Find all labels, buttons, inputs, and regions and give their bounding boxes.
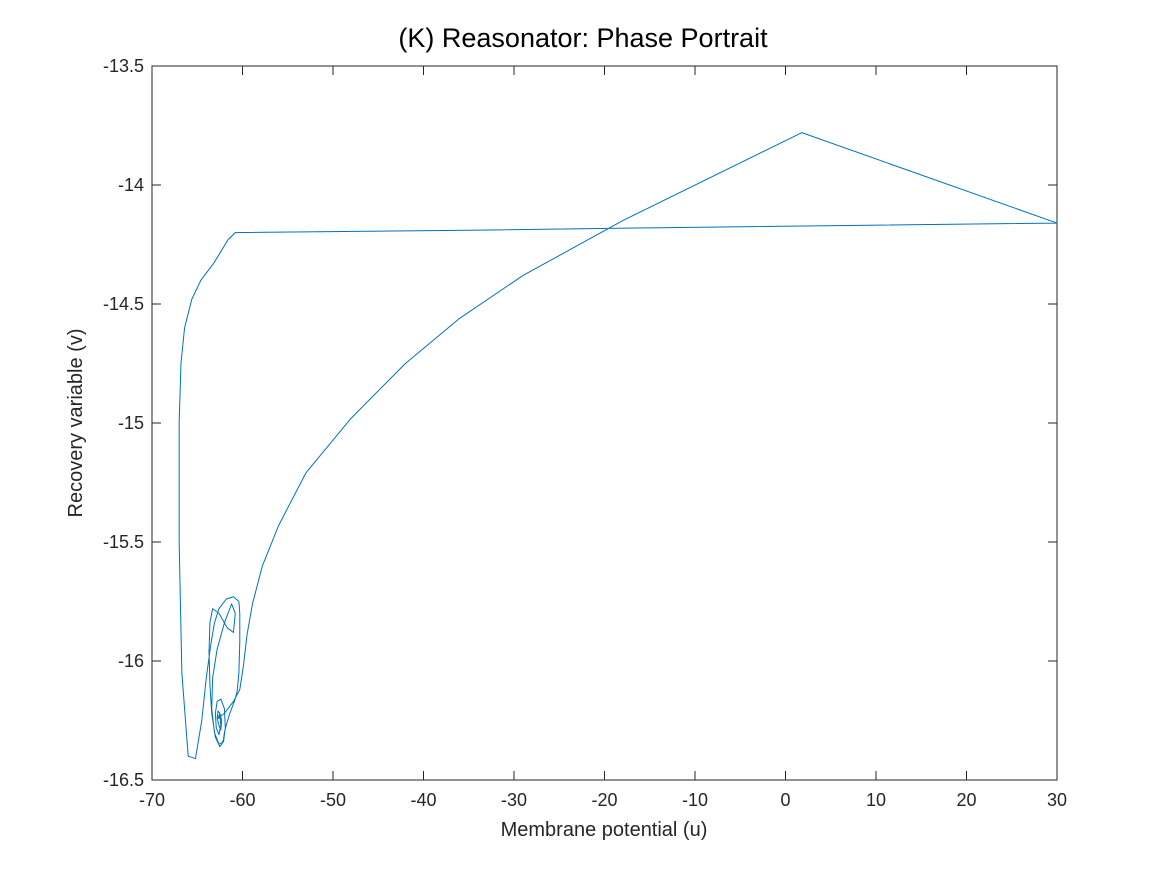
y-tick-label: -15.5 — [103, 532, 144, 552]
chart-title: (K) Reasonator: Phase Portrait — [398, 23, 768, 53]
plot-area: -70 -60 -50 -40 -30 -20 -10 0 10 20 30 -16.5 -16 -15… — [103, 56, 1067, 810]
axes-box — [151, 65, 1058, 781]
x-tick-label: 0 — [780, 790, 790, 810]
series-layer — [178, 132, 1058, 760]
y-tick-label: -16 — [118, 651, 144, 671]
x-tick-label: -30 — [501, 790, 527, 810]
x-tick-label: -70 — [139, 790, 165, 810]
x-axis-label: Membrane potential (u) — [501, 819, 708, 841]
y-tick-label: -14.5 — [103, 294, 144, 314]
y-tick-label: -14 — [118, 175, 144, 195]
x-axis-ticks: -70 -60 -50 -40 -30 -20 -10 0 10 20 30 — [139, 66, 1067, 810]
x-tick-label: 10 — [866, 790, 886, 810]
x-tick-label: 20 — [956, 790, 976, 810]
y-tick-label: -13.5 — [103, 56, 144, 76]
y-tick-label: -16.5 — [103, 770, 144, 790]
x-tick-label: -50 — [320, 790, 346, 810]
x-tick-label: 30 — [1047, 790, 1067, 810]
phase-trajectory-line — [178, 132, 1058, 760]
x-tick-label: -10 — [682, 790, 708, 810]
x-tick-label: -60 — [229, 790, 255, 810]
x-tick-label: -40 — [410, 790, 436, 810]
y-axis-label: Recovery variable (v) — [65, 329, 87, 518]
y-tick-label: -15 — [118, 413, 144, 433]
y-axis-ticks: -16.5 -16 -15.5 -15 -14.5 -14 -13.5 — [103, 56, 1057, 790]
x-tick-label: -20 — [591, 790, 617, 810]
